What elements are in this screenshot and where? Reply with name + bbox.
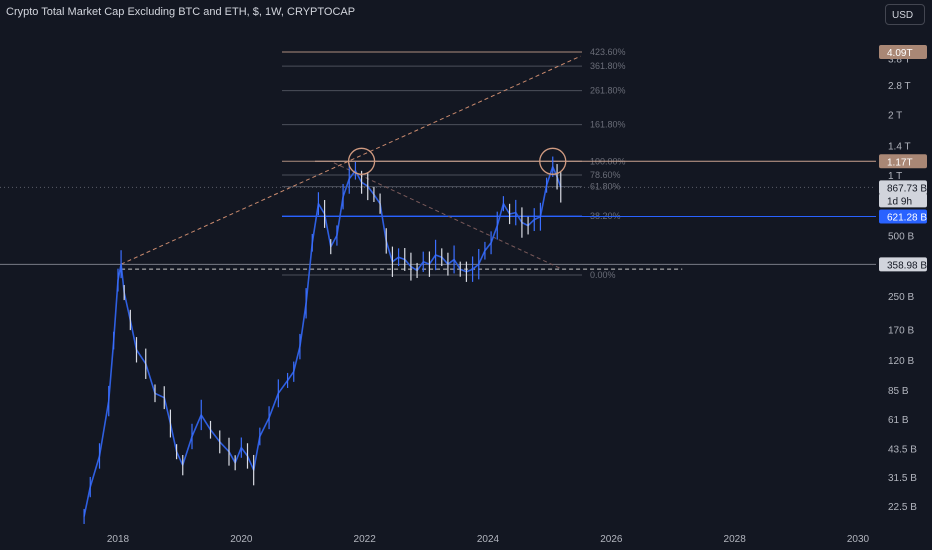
fib-level-label: 261.80% [590, 86, 626, 96]
price-badge-label: 358.98 B [887, 260, 927, 271]
price-badge [879, 45, 927, 60]
price-badge-label: 4.09T [887, 48, 913, 59]
price-badge [879, 180, 927, 195]
price-axis-tick: 43.5 B [888, 445, 917, 456]
time-axis-tick: 2024 [477, 534, 500, 545]
fib-level-label: 38.20% [590, 211, 621, 221]
time-axis-tick: 2030 [847, 534, 870, 545]
time-axis-tick: 2028 [724, 534, 747, 545]
price-axis-tick: 500 B [888, 232, 914, 243]
price-axis: 3.8 T 2.8 T 2 T 1.4 T 1 T 500 B 250 B 170 B 120 … [888, 54, 917, 513]
price-axis-tick: 61 B [888, 415, 909, 426]
chart-title: Crypto Total Market Cap Excluding BTC an… [6, 6, 356, 18]
price-badge [879, 154, 927, 169]
price-axis-tick: 3.8 T [888, 54, 911, 65]
highlight-circle [347, 147, 376, 175]
price-axis-tick: 22.5 B [888, 502, 917, 513]
time-axis-tick: 2026 [600, 534, 623, 545]
price-axis-tick: 1.4 T [888, 142, 911, 153]
trendlines [120, 55, 683, 270]
fib-level-label: 423.60% [590, 47, 626, 57]
price-axis-tick: 120 B [888, 356, 914, 367]
fib-level-label: 361.80% [590, 61, 626, 71]
price-badge-label: 1d 9h [887, 196, 912, 207]
price-badge-label: 867.73 B [887, 183, 927, 194]
fibonacci-levels: 423.60%361.80%261.80%161.80%100.00%78.60… [282, 47, 626, 280]
fib-level-label: 78.60% [590, 170, 621, 180]
highlight-circle [539, 147, 567, 175]
price-axis-tick: 2.8 T [888, 81, 911, 92]
price-line [83, 165, 562, 517]
price-axis-tick: 2 T [888, 111, 902, 122]
time-axis-tick: 2022 [354, 534, 377, 545]
time-axis-tick: 2018 [107, 534, 130, 545]
currency-button[interactable]: USD [885, 4, 925, 25]
price-badge-label: 1.17T [887, 157, 913, 168]
price-axis-tick: 1 T [888, 171, 902, 182]
time-axis: 2018 2020 2022 2024 2026 2028 2030 [107, 534, 870, 545]
price-badge [879, 257, 927, 272]
price-axis-tick: 31.5 B [888, 473, 917, 484]
price-badge-label: 621.28 B [887, 213, 927, 224]
highlight-circles [347, 147, 567, 175]
price-axis-tick: 170 B [888, 326, 914, 337]
price-series [83, 156, 562, 524]
fib-level-label: 161.80% [590, 120, 626, 130]
trendline [120, 55, 581, 265]
price-badge [879, 209, 927, 224]
time-axis-tick: 2020 [230, 534, 253, 545]
fib-level-label: 61.80% [590, 182, 621, 192]
price-badge [879, 193, 927, 208]
price-axis-tick: 85 B [888, 386, 909, 397]
horizontal-lines [0, 160, 876, 265]
price-axis-tick: 250 B [888, 292, 914, 303]
fib-level-label: 0.00% [590, 270, 616, 280]
price-badges: 4.09T 1.17T 867.73 B 1d 9h 621.28 B 358.98 B [879, 45, 927, 272]
